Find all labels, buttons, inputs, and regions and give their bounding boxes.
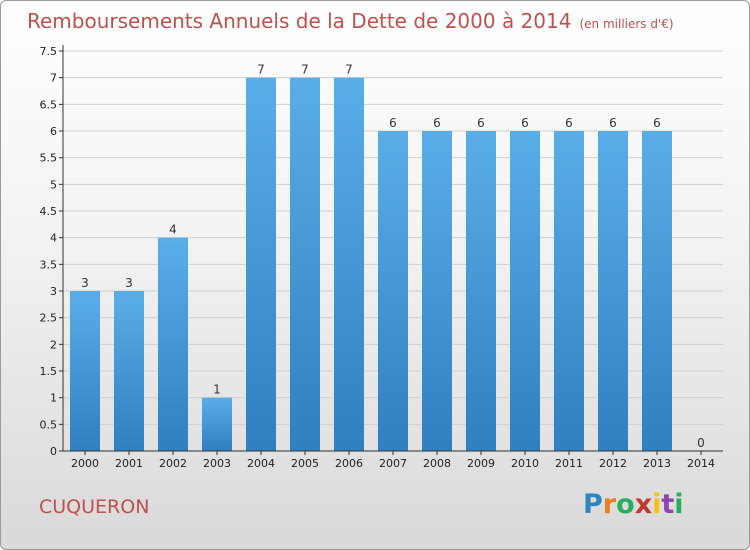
y-tick-label: 5 bbox=[50, 178, 57, 191]
bar bbox=[378, 131, 408, 451]
y-tick-label: 2.5 bbox=[40, 312, 58, 325]
x-tick-label: 2007 bbox=[379, 457, 407, 470]
bar bbox=[642, 131, 672, 451]
x-tick-label: 2000 bbox=[71, 457, 99, 470]
labels: 0 0.5 1 1.5 2 2.5 3 3.5 4 4.5 5 5.5 6 6.5 7 7.5 2000 3 200… bbox=[40, 45, 716, 470]
data-label: 6 bbox=[389, 116, 397, 130]
bar bbox=[202, 397, 232, 451]
x-tick-label: 2010 bbox=[511, 457, 539, 470]
x-tick-label: 2011 bbox=[555, 457, 583, 470]
data-label: 1 bbox=[213, 383, 221, 397]
x-tick-label: 2012 bbox=[599, 457, 627, 470]
bar bbox=[70, 291, 100, 451]
chart-title-text: Remboursements Annuels de la Dette de 20… bbox=[27, 9, 572, 33]
y-tick-label: 7.5 bbox=[40, 45, 58, 58]
y-tick-label: 4.5 bbox=[40, 205, 58, 218]
x-tick-label: 2005 bbox=[291, 457, 319, 470]
x-tick-label: 2006 bbox=[335, 457, 363, 470]
bar bbox=[510, 131, 540, 451]
x-tick-label: 2009 bbox=[467, 457, 495, 470]
town-name: CUQUERON bbox=[39, 496, 150, 518]
y-tick-label: 0 bbox=[50, 445, 57, 458]
bar bbox=[422, 131, 452, 451]
x-tick-label: 2001 bbox=[115, 457, 143, 470]
bar bbox=[466, 131, 496, 451]
y-tick-label: 7 bbox=[50, 72, 57, 85]
data-label: 7 bbox=[345, 63, 353, 77]
data-label: 6 bbox=[653, 116, 661, 130]
bar bbox=[246, 77, 276, 452]
data-label: 6 bbox=[433, 116, 441, 130]
x-tick-label: 2013 bbox=[643, 457, 671, 470]
x-tick-label: 2014 bbox=[687, 457, 715, 470]
bar bbox=[158, 237, 188, 451]
bar bbox=[290, 77, 320, 452]
y-tick-label: 3 bbox=[50, 285, 57, 298]
y-tick-label: 2 bbox=[50, 338, 57, 351]
bar bbox=[334, 77, 364, 452]
y-tick-label: 6 bbox=[50, 125, 57, 138]
data-label: 6 bbox=[521, 116, 529, 130]
data-label: 3 bbox=[125, 276, 133, 290]
data-label: 6 bbox=[609, 116, 617, 130]
x-tick-label: 2002 bbox=[159, 457, 187, 470]
x-tick-label: 2003 bbox=[203, 457, 231, 470]
data-label: 4 bbox=[169, 223, 177, 237]
axes bbox=[59, 45, 723, 455]
bar bbox=[554, 131, 584, 451]
chart-title: Remboursements Annuels de la Dette de 20… bbox=[27, 9, 674, 33]
data-label: 7 bbox=[257, 63, 265, 77]
data-label: 7 bbox=[301, 63, 309, 77]
data-label: 0 bbox=[697, 436, 705, 450]
data-label: 3 bbox=[81, 276, 89, 290]
bar bbox=[598, 131, 628, 451]
y-tick-label: 1.5 bbox=[40, 365, 58, 378]
x-tick-label: 2004 bbox=[247, 457, 275, 470]
y-tick-label: 4 bbox=[50, 232, 57, 245]
y-tick-label: 1 bbox=[50, 392, 57, 405]
y-tick-label: 3.5 bbox=[40, 258, 58, 271]
bars bbox=[70, 77, 672, 452]
proxiti-logo[interactable]: Proxiti bbox=[583, 489, 684, 520]
y-tick-label: 0.5 bbox=[40, 418, 58, 431]
chart-unit-label: (en milliers d'€) bbox=[579, 17, 674, 31]
data-label: 6 bbox=[477, 116, 485, 130]
bar bbox=[114, 291, 144, 451]
data-label: 6 bbox=[565, 116, 573, 130]
y-tick-label: 5.5 bbox=[40, 152, 58, 165]
x-tick-label: 2008 bbox=[423, 457, 451, 470]
y-tick-label: 6.5 bbox=[40, 98, 58, 111]
